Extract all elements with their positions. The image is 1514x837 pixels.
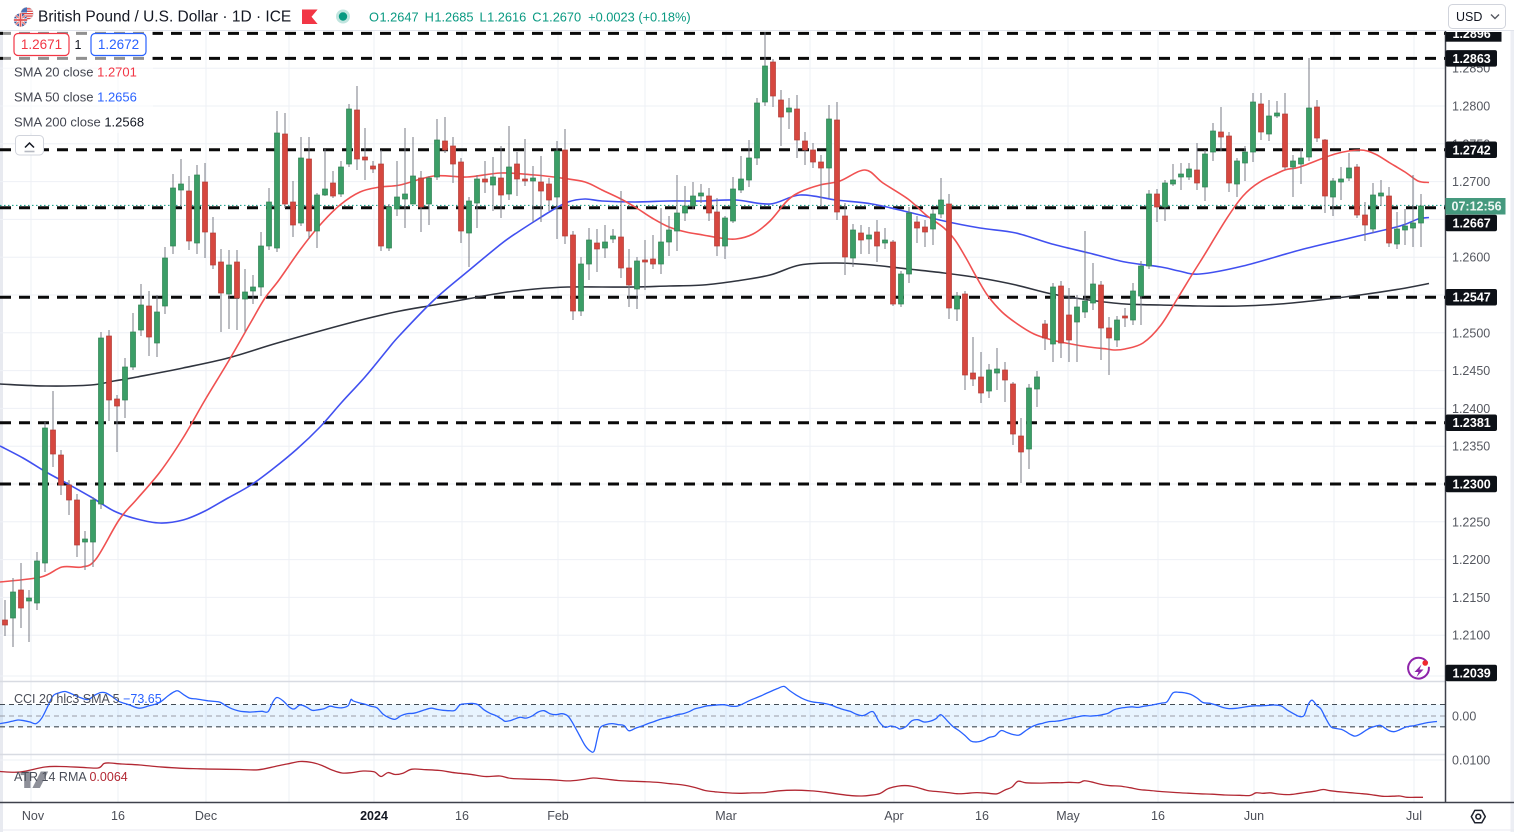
svg-text:USD: USD: [1456, 10, 1482, 24]
svg-text:1.2250: 1.2250: [1452, 515, 1490, 529]
svg-text:1.2547: 1.2547: [1453, 291, 1491, 305]
svg-text:SMA 50 close 1.2656: SMA 50 close 1.2656: [14, 90, 137, 105]
svg-text:May: May: [1056, 809, 1080, 823]
svg-text:1.2863: 1.2863: [1453, 52, 1491, 66]
svg-text:ATR 14 RMA 0.0064: ATR 14 RMA 0.0064: [14, 770, 128, 784]
svg-text:1.2200: 1.2200: [1452, 553, 1490, 567]
svg-text:16: 16: [1151, 809, 1165, 823]
svg-text:1.2039: 1.2039: [1453, 667, 1491, 681]
svg-text:1.2672: 1.2672: [98, 37, 139, 52]
svg-text:1.2381: 1.2381: [1453, 416, 1491, 430]
svg-text:1.2100: 1.2100: [1452, 629, 1490, 643]
svg-text:16: 16: [455, 809, 469, 823]
svg-text:1.2800: 1.2800: [1452, 100, 1490, 114]
svg-text:Apr: Apr: [884, 809, 903, 823]
svg-text:16: 16: [111, 809, 125, 823]
svg-text:British Pound / U.S. Dollar ·: British Pound / U.S. Dollar · 1D · ICE: [38, 9, 291, 26]
svg-text:Jun: Jun: [1244, 809, 1264, 823]
svg-text:1.2450: 1.2450: [1452, 364, 1490, 378]
svg-text:Dec: Dec: [195, 809, 217, 823]
svg-text:Jul: Jul: [1406, 809, 1422, 823]
svg-text:Feb: Feb: [547, 809, 569, 823]
svg-text:Mar: Mar: [715, 809, 737, 823]
svg-text:1.2667: 1.2667: [1453, 217, 1491, 231]
svg-text:1.2700: 1.2700: [1452, 175, 1490, 189]
svg-text:1.2671: 1.2671: [21, 37, 62, 52]
svg-text:2024: 2024: [360, 809, 388, 823]
svg-text:SMA 200 close 1.2568: SMA 200 close 1.2568: [14, 115, 144, 130]
svg-text:1.2742: 1.2742: [1453, 143, 1491, 157]
svg-text:16: 16: [975, 809, 989, 823]
svg-text:1.2600: 1.2600: [1452, 251, 1490, 265]
svg-text:Nov: Nov: [22, 809, 45, 823]
svg-text:1.2400: 1.2400: [1452, 402, 1490, 416]
svg-text:1: 1: [75, 38, 82, 52]
svg-text:1.2500: 1.2500: [1452, 326, 1490, 340]
svg-text:07:12:56: 07:12:56: [1452, 200, 1502, 214]
svg-text:0.0100: 0.0100: [1452, 754, 1490, 768]
svg-text:CCI 20 hlc3 SMA 5 −73.65: CCI 20 hlc3 SMA 5 −73.65: [14, 692, 162, 706]
svg-text:1.2150: 1.2150: [1452, 591, 1490, 605]
svg-text:1.2350: 1.2350: [1452, 440, 1490, 454]
svg-text:SMA 20 close 1.2701: SMA 20 close 1.2701: [14, 65, 137, 80]
svg-text:1.2300: 1.2300: [1453, 478, 1491, 492]
svg-text:0.00: 0.00: [1452, 710, 1476, 724]
